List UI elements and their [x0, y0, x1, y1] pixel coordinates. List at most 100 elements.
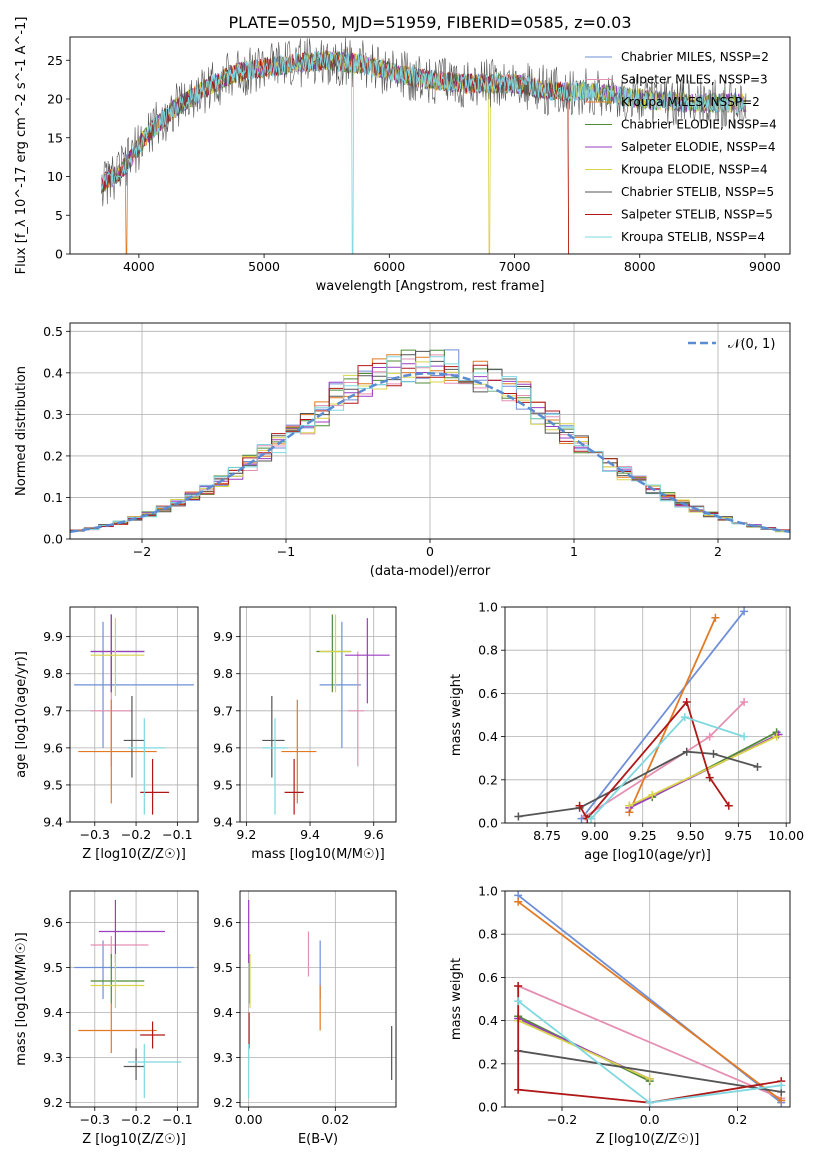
- weight-line-2: [628, 617, 717, 813]
- x-axis-label: E(B-V): [298, 1132, 338, 1147]
- histogram-5: [70, 361, 790, 533]
- x-axis-label: Z [log10(Z/Z☉)]: [82, 847, 186, 862]
- y-tick-label: 0.4: [478, 1013, 498, 1028]
- axes-frame: [239, 606, 397, 823]
- weight-line-2: [517, 901, 782, 1102]
- legend-label: Kroupa STELIB, NSSP=4: [621, 230, 765, 244]
- x-tick-label: 7000: [499, 259, 531, 274]
- weight-marker: [777, 1096, 786, 1105]
- y-axis-label: Flux [f_λ 10^-17 erg cm^-2 s^-1 A^-1]: [14, 17, 29, 275]
- x-tick-label: 8.75: [533, 828, 561, 843]
- legend-label: Salpeter MILES, NSSP=3: [621, 73, 768, 87]
- y-tick-label: 0.4: [478, 729, 498, 744]
- y-tick-label: 25: [47, 53, 63, 68]
- x-tick-label: −0.3: [80, 1112, 110, 1127]
- y-tick-label: 9.6: [213, 915, 233, 930]
- axes-frame: [69, 36, 791, 255]
- y-tick-label: 9.3: [213, 1050, 233, 1065]
- weight-marker: [772, 732, 781, 741]
- weight-marker: [645, 1098, 654, 1107]
- x-tick-label: 0.00: [235, 1112, 263, 1127]
- x-tick-label: −1: [277, 544, 295, 559]
- y-tick-label: 9.7: [213, 703, 233, 718]
- weight-marker: [740, 732, 749, 741]
- weight-marker: [575, 801, 584, 810]
- y-tick-label: 9.6: [43, 740, 63, 755]
- weight-marker: [740, 607, 749, 616]
- x-axis-label: Z [log10(Z/Z☉)]: [82, 1132, 186, 1147]
- y-axis-label: mass [log10(M/M☉)]: [14, 932, 29, 1065]
- x-tick-label: 10.00: [768, 828, 804, 843]
- y-axis-label: age [log10(age/yr)]: [14, 651, 29, 778]
- legend-label: Kroupa MILES, NSSP=2: [621, 95, 760, 109]
- weight-marker: [587, 814, 596, 823]
- y-tick-label: 0.0: [478, 1100, 498, 1115]
- x-tick-label: 8000: [624, 259, 656, 274]
- x-tick-label: −0.1: [162, 827, 192, 842]
- x-tick-label: 9.50: [677, 828, 705, 843]
- weight-marker: [711, 613, 720, 622]
- y-tick-label: 5: [55, 208, 63, 223]
- legend-label: Chabrier ELODIE, NSSP=4: [621, 118, 777, 132]
- histogram-8: [70, 356, 790, 532]
- x-axis-label: Z [log10(Z/Z☉)]: [596, 1132, 700, 1147]
- y-tick-label: 9.4: [213, 815, 233, 830]
- y-tick-label: 9.3: [43, 1050, 63, 1065]
- x-tick-label: 1: [570, 544, 578, 559]
- plot-area: [262, 614, 390, 815]
- y-tick-label: 9.5: [213, 777, 233, 792]
- x-axis-label: wavelength [Angstrom, rest frame]: [316, 279, 545, 294]
- y-tick-label: 9.5: [213, 960, 233, 975]
- x-axis-label: age [log10(age/yr)]: [584, 848, 711, 863]
- weight-marker: [514, 812, 523, 821]
- plot-area: [74, 614, 194, 815]
- y-tick-label: 9.4: [43, 1005, 63, 1020]
- y-tick-label: 10: [47, 169, 63, 184]
- weight-marker: [682, 747, 691, 756]
- figure-title: PLATE=0550, MJD=51959, FIBERID=0585, z=0…: [228, 13, 631, 32]
- normal-curve: [70, 372, 790, 533]
- weight-marker: [514, 897, 523, 906]
- weight-marker: [514, 997, 523, 1006]
- panels: 4000 5000 6000 7000 8000 90000510152025wavele…: [14, 17, 804, 1147]
- panel-residuals: −2 −1 0 1 2 0.0 0.1 0.2 0.3 0.4 0.5 (data-model)/er…: [14, 322, 791, 579]
- legend-label: Chabrier STELIB, NSSP=5: [621, 185, 774, 199]
- legend-label: Chabrier MILES, NSSP=2: [621, 50, 769, 64]
- y-tick-label: 9.2: [43, 1095, 63, 1110]
- plot-area: [514, 891, 786, 1107]
- plot-area: [100, 37, 747, 254]
- y-tick-label: 0.0: [478, 816, 498, 831]
- y-tick-label: 0.2: [478, 772, 498, 787]
- x-tick-label: −0.3: [80, 827, 110, 842]
- x-axis-label: (data-model)/error: [370, 564, 491, 579]
- y-tick-label: 0.0: [43, 532, 63, 547]
- panel-mass_vs_Z: −0.3 −0.2 −0.1 9.2 9.3 9.4 9.5 9.6 Z [log10(Z/Z☉…: [14, 890, 199, 1147]
- x-tick-label: −2: [133, 544, 151, 559]
- weight-line-6: [518, 1049, 782, 1093]
- x-tick-label: 0.2: [727, 1112, 747, 1127]
- histogram-7: [70, 362, 790, 531]
- x-tick-label: −0.2: [547, 1112, 577, 1127]
- axes-frame: [69, 890, 199, 1108]
- weight-marker: [645, 1074, 654, 1083]
- panel-spectrum: 4000 5000 6000 7000 8000 9000 0 5 10 15 20 25 wavele…: [14, 17, 791, 294]
- x-axis-label: mass [log10(M/M☉)]: [251, 847, 384, 862]
- weight-marker: [625, 801, 634, 810]
- y-tick-label: 0.3: [43, 407, 63, 422]
- panel-mass_vs_ebv: 0.00 0.02 9.2 9.3 9.4 9.5 9.6 E(B-V): [213, 890, 397, 1147]
- weight-marker: [514, 1085, 523, 1094]
- x-tick-label: 4000: [123, 259, 155, 274]
- weight-marker: [514, 982, 523, 991]
- x-tick-label: 6000: [373, 259, 405, 274]
- weight-marker: [709, 749, 718, 758]
- y-axis-label: Normed distribution: [14, 366, 29, 496]
- axes-frame: [239, 890, 397, 1108]
- y-tick-label: 0.2: [478, 1056, 498, 1071]
- plot-area: [70, 349, 790, 533]
- spectrum-line-8: [100, 50, 747, 254]
- weight-line-0: [580, 610, 745, 820]
- weight-line-1: [517, 985, 782, 1100]
- y-tick-label: 0.4: [43, 365, 63, 380]
- y-tick-label: 9.7: [43, 703, 63, 718]
